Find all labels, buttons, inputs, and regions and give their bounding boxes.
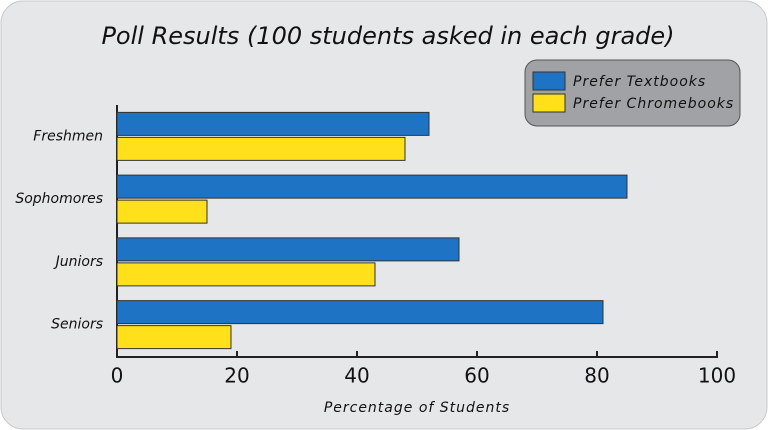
bar [116, 111, 430, 136]
legend-swatch [532, 93, 566, 113]
bar [116, 325, 232, 350]
legend-label: Prefer Textbooks [573, 74, 706, 90]
x-tick-label: 40 [344, 364, 369, 388]
x-tick-label: 60 [464, 364, 489, 388]
y-tick-label: Juniors [53, 254, 103, 270]
bar [116, 300, 604, 325]
bar [116, 237, 460, 262]
y-tick-label: Sophomores [15, 191, 103, 207]
bar [116, 174, 628, 199]
bar [116, 262, 376, 287]
legend-box [524, 59, 741, 127]
x-axis-label: Percentage of Students [324, 400, 510, 416]
x-tick-label: 0 [111, 364, 124, 388]
y-tick-label: Seniors [51, 317, 103, 333]
legend-swatch [532, 71, 566, 91]
legend-label: Prefer Chromebooks [573, 96, 734, 112]
bar [116, 136, 406, 161]
bar [116, 199, 208, 224]
chart-title: Poll Results (100 students asked in each… [101, 22, 674, 50]
x-tick-label: 80 [584, 364, 609, 388]
x-tick-label: 20 [224, 364, 249, 388]
x-tick-label: 100 [698, 364, 736, 388]
y-tick-label: Freshmen [33, 128, 103, 144]
